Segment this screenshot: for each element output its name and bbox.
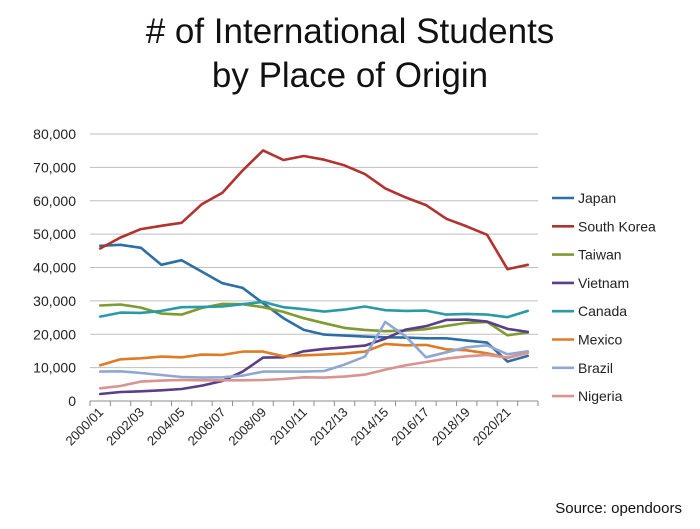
x-tick-label: 2006/07	[185, 405, 229, 449]
source-note: Source: opendoors	[555, 500, 682, 517]
series-lines	[98, 149, 530, 396]
series-line-canada	[98, 300, 530, 319]
y-tick-label: 70,000	[33, 159, 76, 175]
legend-label: Japan	[578, 190, 616, 206]
legend-label: Nigeria	[578, 388, 623, 404]
chart-title: # of International Students by Place of …	[0, 10, 700, 98]
legend-label: Vietnam	[578, 275, 629, 291]
x-tick-label: 2016/17	[388, 405, 432, 449]
legend-item-mexico: Mexico	[552, 332, 623, 348]
legend-item-canada: Canada	[552, 303, 627, 319]
x-tick-label: 2000/01	[62, 405, 106, 449]
y-tick-label: 20,000	[33, 326, 76, 342]
series-line-taiwan	[98, 302, 530, 337]
legend: Japan South Korea Taiwan Vietnam Canada Mexic…	[552, 190, 656, 404]
legend-item-south-korea: South Korea	[552, 218, 656, 234]
legend-item-japan: Japan	[552, 190, 616, 206]
y-tick-label: 0	[68, 393, 76, 409]
x-tick-label: 2008/09	[225, 405, 269, 449]
x-tick-label: 2020/21	[470, 405, 514, 449]
x-tick-label: 2004/05	[144, 405, 188, 449]
x-tick-label: 2002/03	[103, 405, 147, 449]
chart-title-line-2: by Place of Origin	[211, 56, 489, 95]
chart-title-line-1: # of International Students	[145, 12, 555, 51]
y-tick-label: 80,000	[33, 126, 76, 142]
series-line-japan	[98, 243, 530, 363]
legend-item-taiwan: Taiwan	[552, 247, 622, 263]
x-tick-label: 2018/19	[429, 405, 473, 449]
x-tick-label: 2012/13	[307, 405, 351, 449]
x-tick-label: 2014/15	[348, 405, 392, 449]
legend-label: South Korea	[578, 218, 656, 234]
x-tick-label: 2010/11	[267, 405, 310, 448]
y-tick-label: 10,000	[33, 360, 76, 376]
series-line-nigeria	[98, 351, 530, 390]
series-line-south-korea	[98, 149, 530, 271]
y-tick-label: 30,000	[33, 293, 76, 309]
gridlines	[90, 133, 538, 402]
series-line-vietnam	[98, 318, 530, 396]
legend-item-nigeria: Nigeria	[552, 388, 623, 404]
legend-label: Brazil	[578, 360, 613, 376]
legend-label: Taiwan	[578, 247, 622, 263]
y-tick-label: 40,000	[33, 260, 76, 276]
y-tick-label: 50,000	[33, 226, 76, 242]
legend-label: Canada	[578, 303, 627, 319]
legend-item-vietnam: Vietnam	[552, 275, 629, 291]
y-tick-label: 60,000	[33, 193, 76, 209]
axes: 0 10,000 20,000 30,000 40,000 50,000 60,000 70,…	[33, 126, 539, 449]
legend-item-brazil: Brazil	[552, 360, 613, 376]
legend-label: Mexico	[578, 332, 623, 348]
series-line-brazil	[98, 320, 530, 379]
